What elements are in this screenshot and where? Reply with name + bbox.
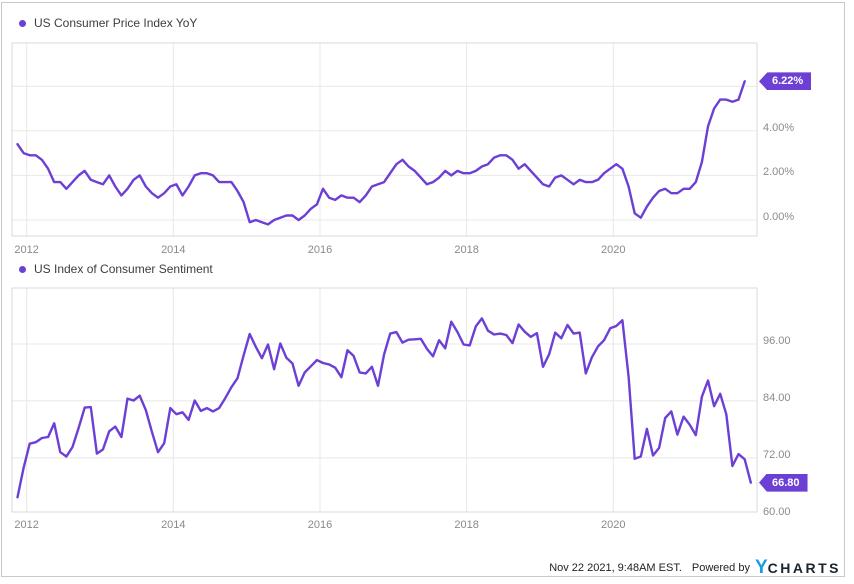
y-axis-tick-label: 4.00%	[763, 121, 795, 134]
sentiment-line-series	[16, 317, 752, 499]
legend-sentiment: US Index of Consumer Sentiment	[19, 262, 213, 276]
y-axis-tick-label: 60.00	[763, 505, 791, 518]
footer-timestamp: Nov 22 2021, 9:48AM EST.	[549, 562, 682, 574]
cpi-latest-value-badge: 6.22%	[759, 72, 812, 91]
ycharts-logo-y-icon: Y	[754, 557, 768, 578]
sentiment-latest-value-badge: 66.80	[759, 473, 808, 492]
footer: Nov 22 2021, 9:48AM EST. Powered by Y CH…	[549, 557, 841, 578]
x-axis-tick-label: 2020	[601, 519, 626, 531]
x-axis-tick-label: 2018	[454, 244, 479, 256]
y-axis-tick-label: 96.00	[763, 335, 791, 347]
legend-label: US Consumer Price Index YoY	[34, 16, 198, 30]
ycharts-logo[interactable]: Y CHARTS	[754, 557, 841, 578]
x-axis-tick-label: 2014	[161, 519, 186, 531]
y-axis-tick-label: 84.00	[763, 391, 791, 404]
x-axis-tick-label: 2020	[601, 244, 626, 256]
powered-by-label: Powered by	[691, 562, 750, 574]
x-axis-tick-label: 2014	[161, 244, 186, 256]
x-axis-tick-label: 2018	[454, 519, 479, 531]
x-axis-tick-label: 2012	[14, 519, 39, 531]
x-axis-tick-label: 2016	[307, 244, 333, 256]
legend-cpi: US Consumer Price Index YoY	[19, 16, 197, 30]
cpi-line-series	[16, 80, 746, 226]
y-axis-tick-label: 2.00%	[763, 166, 795, 179]
plot-border	[11, 287, 758, 513]
chart-frame	[1, 2, 845, 577]
legend-dot-icon	[19, 265, 26, 273]
x-axis-tick-label: 2016	[307, 519, 333, 531]
plot-border	[11, 42, 758, 237]
x-axis-tick-label: 2012	[14, 244, 39, 256]
legend-dot-icon	[19, 19, 26, 27]
ycharts-logo-text: CHARTS	[767, 560, 841, 576]
legend-label: US Index of Consumer Sentiment	[34, 262, 213, 276]
y-axis-tick-label: 72.00	[763, 448, 791, 461]
y-axis-tick-label: 0.00%	[763, 210, 795, 223]
